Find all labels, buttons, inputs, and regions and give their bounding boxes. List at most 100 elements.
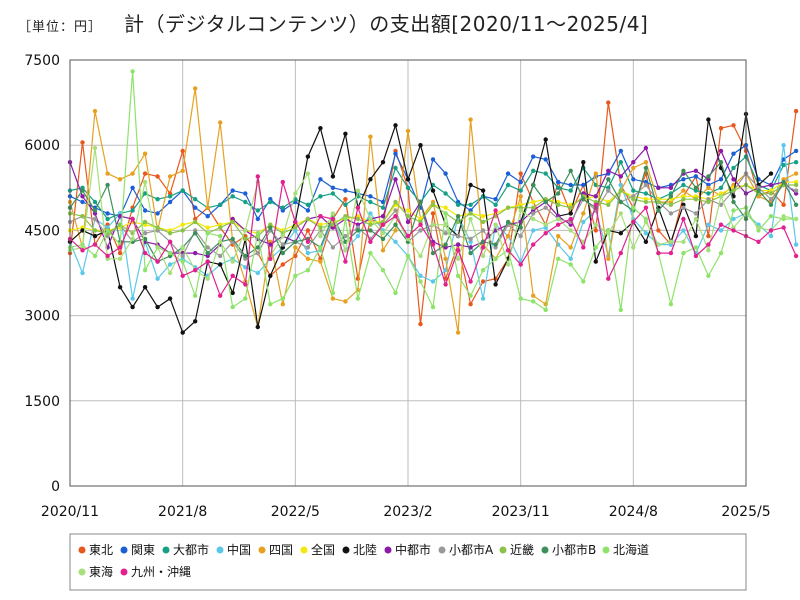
x-tick-label: 2021/8 <box>158 504 207 520</box>
data-point <box>518 194 523 199</box>
data-point <box>443 256 448 261</box>
data-point <box>305 171 311 176</box>
data-point <box>556 233 561 239</box>
data-point <box>418 228 423 233</box>
data-point <box>130 69 135 74</box>
data-point <box>768 182 774 188</box>
data-point <box>531 228 536 233</box>
data-point <box>193 293 198 298</box>
data-point <box>768 233 774 239</box>
data-point <box>618 148 623 154</box>
legend-label: 大都市 <box>173 542 209 557</box>
data-point <box>618 231 623 236</box>
data-point <box>380 205 386 210</box>
data-point <box>631 188 636 193</box>
data-point <box>718 185 724 190</box>
data-point <box>556 179 561 185</box>
data-point <box>80 228 85 233</box>
data-point <box>205 259 210 264</box>
data-point <box>693 233 699 239</box>
data-point <box>706 174 711 179</box>
data-point <box>280 250 285 256</box>
data-point <box>718 202 724 207</box>
data-point <box>305 202 311 207</box>
data-point <box>668 185 674 190</box>
legend-swatch <box>384 546 392 554</box>
legend-swatch <box>300 546 308 554</box>
data-point <box>430 222 436 227</box>
data-point <box>218 120 223 125</box>
data-point <box>167 262 173 267</box>
legend-swatch <box>216 546 224 554</box>
data-point <box>218 239 223 244</box>
data-point <box>343 248 348 253</box>
data-point <box>493 202 498 207</box>
data-point <box>643 199 649 205</box>
data-point <box>380 160 386 165</box>
data-point <box>468 250 473 256</box>
data-point <box>130 185 135 190</box>
data-point <box>543 307 548 313</box>
series-3 <box>67 154 799 222</box>
data-point <box>681 177 686 182</box>
data-point <box>255 324 260 330</box>
data-point <box>92 199 98 205</box>
data-point <box>105 211 110 216</box>
data-point <box>480 253 486 259</box>
data-point <box>117 256 123 261</box>
data-point <box>606 168 611 173</box>
data-point <box>393 177 398 182</box>
data-point <box>681 188 686 193</box>
data-point <box>155 245 160 250</box>
data-point <box>618 211 623 216</box>
data-point <box>380 214 386 219</box>
data-point <box>706 248 711 253</box>
data-point <box>556 191 561 196</box>
data-point <box>781 225 786 230</box>
data-point <box>318 245 323 250</box>
data-point <box>368 194 373 199</box>
data-point <box>130 236 135 242</box>
data-point <box>631 245 636 250</box>
data-point <box>255 216 260 222</box>
data-point <box>405 177 411 182</box>
data-point <box>793 202 799 207</box>
data-point <box>593 259 598 264</box>
data-point <box>681 168 686 173</box>
data-point <box>531 216 536 222</box>
data-point <box>706 222 711 227</box>
data-point <box>618 188 623 193</box>
data-point <box>781 179 786 185</box>
data-point <box>393 290 398 296</box>
data-point <box>430 188 436 193</box>
data-point <box>305 154 311 159</box>
data-point <box>706 199 711 205</box>
data-point <box>142 179 148 185</box>
data-point <box>230 236 235 242</box>
data-point <box>117 245 123 250</box>
data-point <box>155 225 160 230</box>
data-point <box>355 228 361 233</box>
data-point <box>668 211 674 216</box>
data-point <box>393 123 398 128</box>
data-point <box>318 177 323 182</box>
data-point <box>656 228 661 233</box>
data-point <box>793 216 799 222</box>
data-point <box>243 191 248 196</box>
data-point <box>117 250 123 256</box>
data-point <box>505 262 511 267</box>
data-point <box>418 222 423 227</box>
data-point <box>793 253 799 259</box>
data-point <box>531 211 536 216</box>
data-point <box>718 160 724 165</box>
data-point <box>368 222 373 227</box>
data-point <box>793 160 799 165</box>
data-point <box>243 228 248 233</box>
data-point <box>430 279 436 284</box>
data-point <box>643 182 649 188</box>
title-row: ［単位：円］ 計（デジタルコンテンツ）の支出額[2020/11～2025/4] <box>18 8 648 37</box>
data-point <box>380 248 386 253</box>
data-point <box>167 270 173 276</box>
data-point <box>718 222 724 227</box>
legend-swatch <box>258 546 266 554</box>
